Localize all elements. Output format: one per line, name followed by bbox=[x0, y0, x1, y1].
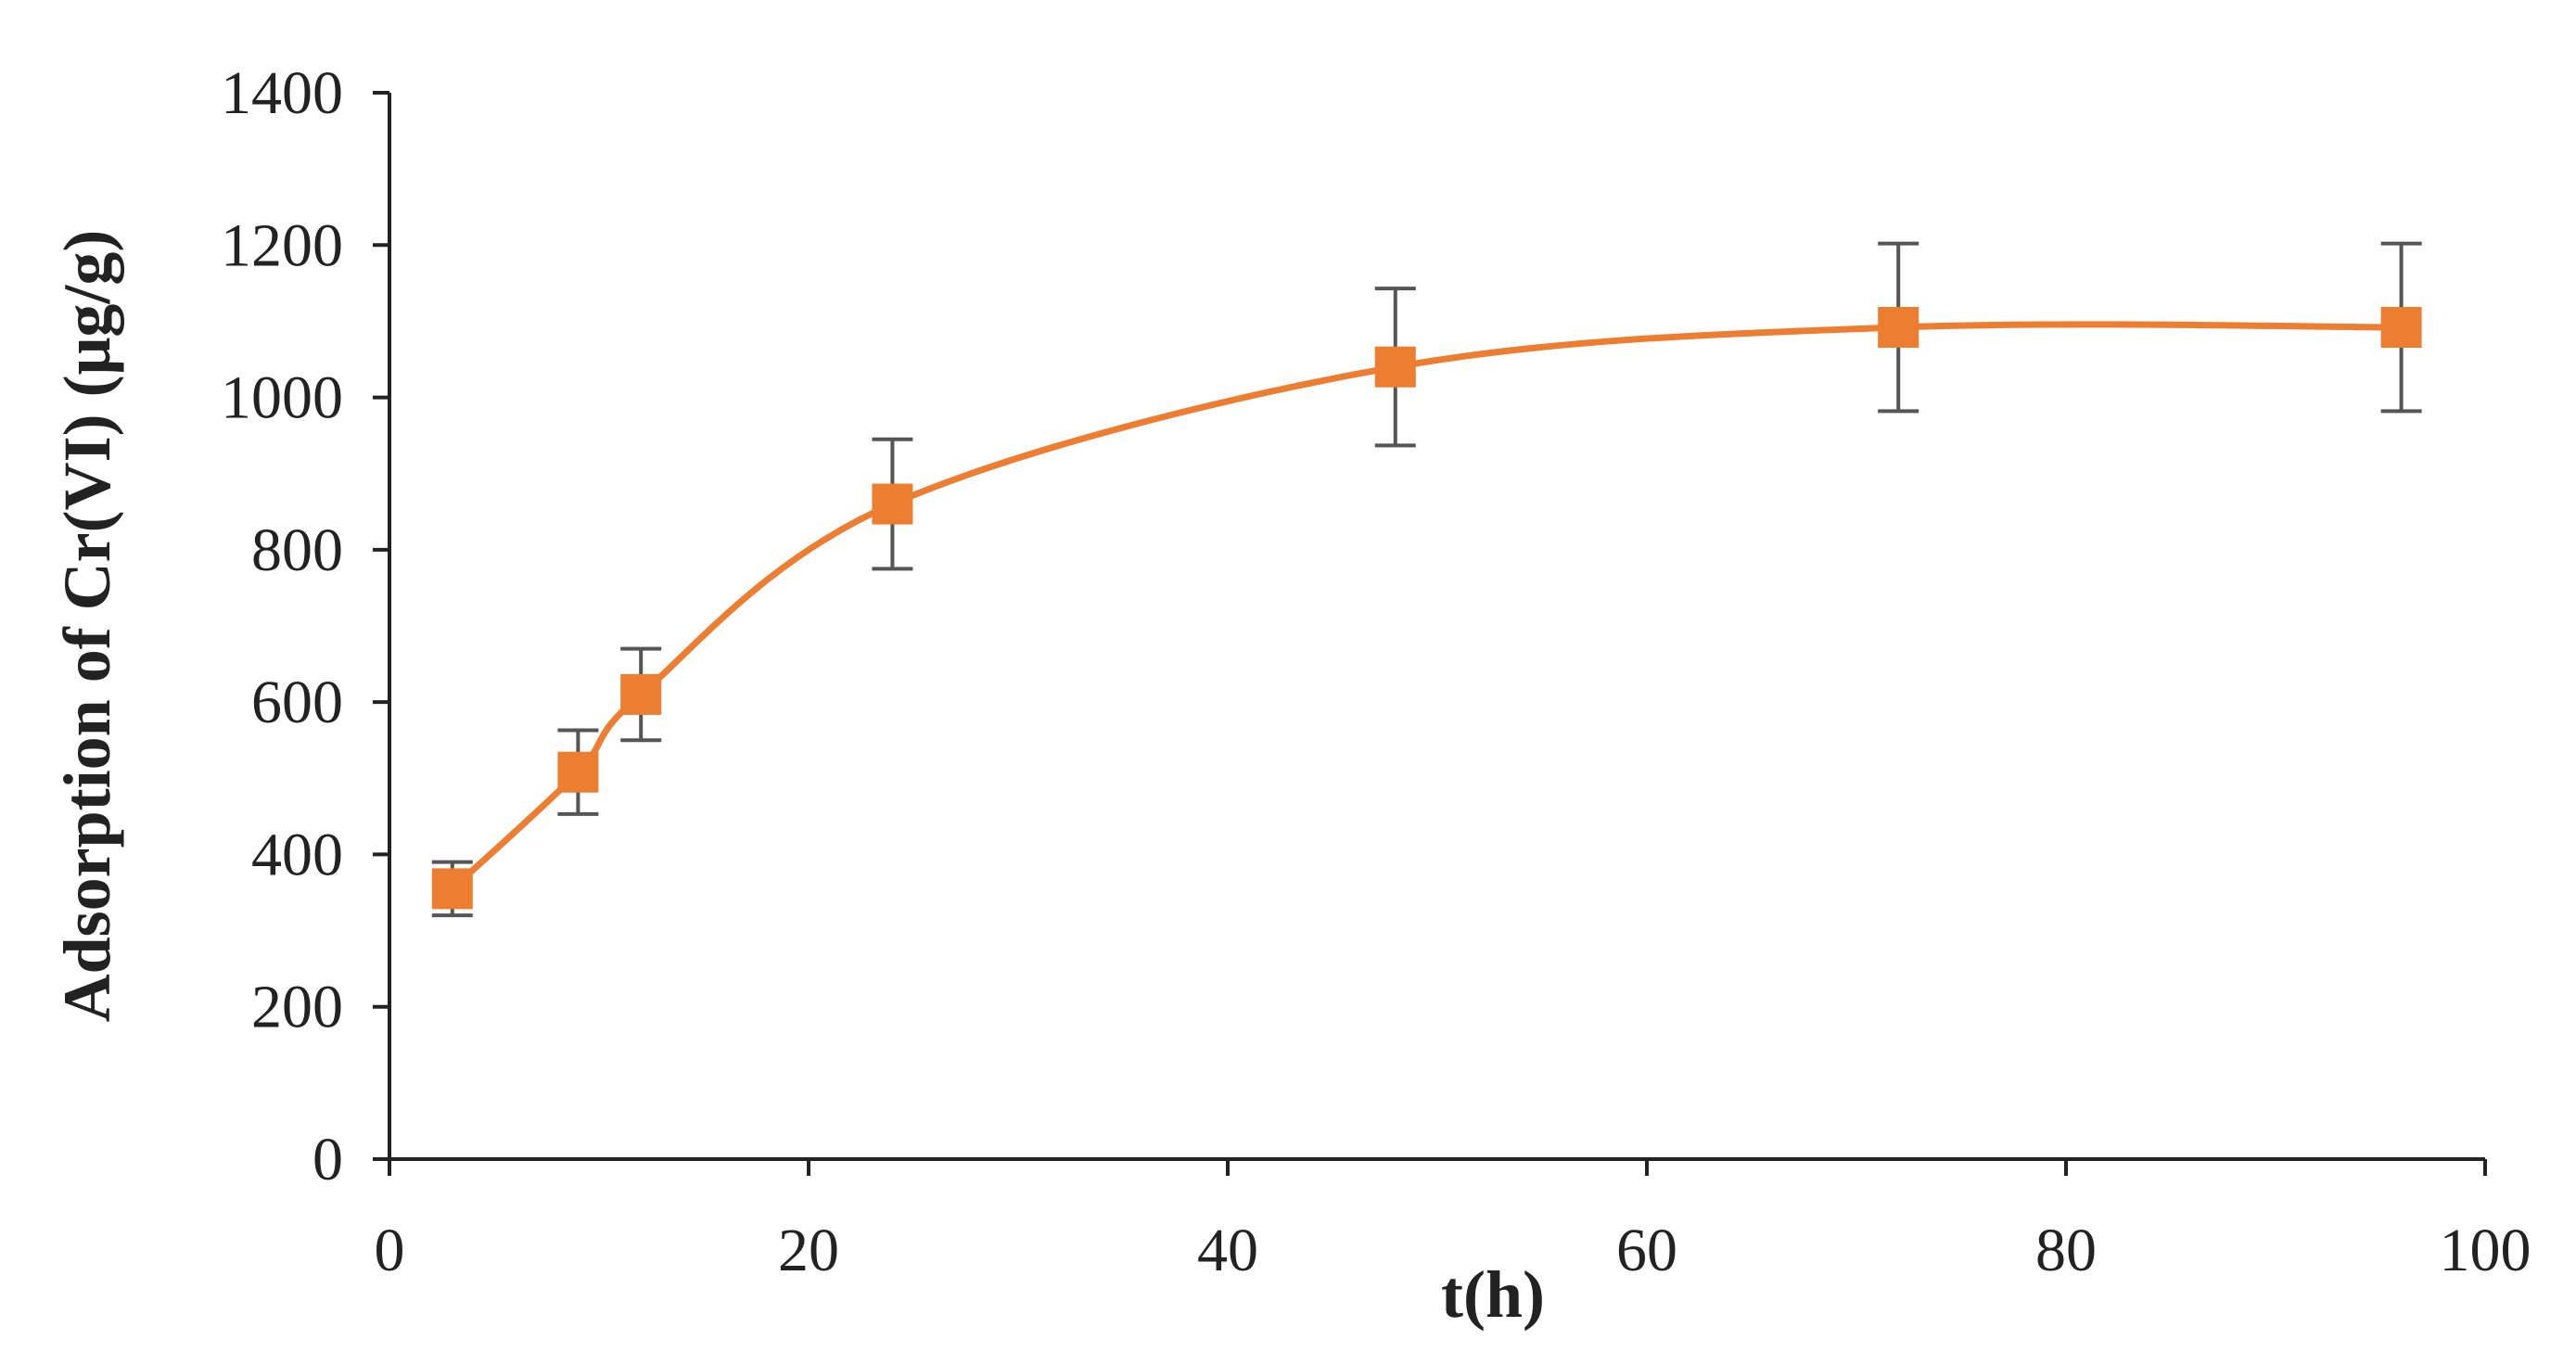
x-tick-label: 80 bbox=[2035, 1217, 2097, 1284]
y-tick-label: 200 bbox=[251, 974, 343, 1041]
data-point bbox=[431, 868, 473, 910]
x-axis: 0 20 40 60 80 100 bbox=[375, 1157, 2531, 1284]
x-tick-label: 40 bbox=[1197, 1217, 1258, 1284]
x-tick-label: 60 bbox=[1616, 1217, 1677, 1284]
y-tick-label: 0 bbox=[312, 1126, 343, 1193]
y-tick-label: 1200 bbox=[221, 211, 343, 279]
x-tick-label: 0 bbox=[375, 1217, 405, 1284]
y-tick-label: 800 bbox=[251, 517, 343, 584]
y-ticks: 0 200 400 600 800 1000 1200 1400 bbox=[221, 59, 389, 1193]
y-axis: 0 200 400 600 800 1000 1200 1400 bbox=[221, 59, 391, 1193]
x-tick-label: 20 bbox=[778, 1217, 839, 1284]
data-point bbox=[872, 483, 913, 525]
data-point bbox=[620, 673, 662, 715]
series-line bbox=[450, 321, 2402, 891]
data-point bbox=[2380, 307, 2422, 348]
plot-area bbox=[431, 241, 2422, 918]
y-tick-label: 1000 bbox=[221, 364, 343, 432]
data-point bbox=[557, 751, 599, 793]
x-axis-title: t(h) bbox=[1441, 1257, 1545, 1332]
data-point bbox=[1374, 346, 1416, 388]
y-tick-label: 1400 bbox=[221, 59, 343, 127]
y-axis-title: Adsorption of Cr(VI) (μg/g) bbox=[50, 230, 124, 1023]
y-tick-label: 600 bbox=[251, 669, 343, 736]
x-tick-label: 100 bbox=[2440, 1217, 2531, 1284]
y-tick-label: 400 bbox=[251, 821, 343, 888]
x-ticks: 0 20 40 60 80 100 bbox=[375, 1159, 2531, 1284]
data-point bbox=[1878, 307, 1919, 348]
